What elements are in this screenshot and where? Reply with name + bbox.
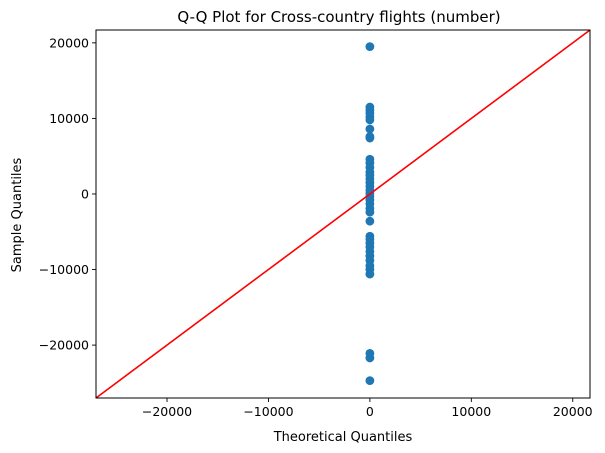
- y-tick-label: 0: [81, 186, 89, 201]
- chart-title: Q-Q Plot for Cross-country flights (numb…: [177, 8, 500, 26]
- plot-frame: [95, 29, 591, 399]
- data-point: [365, 124, 375, 134]
- data-point: [365, 115, 375, 125]
- y-tick-label: 20000: [49, 35, 89, 50]
- data-point: [365, 376, 375, 386]
- x-tick-label: −10000: [243, 404, 293, 419]
- reference-line: [95, 29, 591, 399]
- y-axis-ticks: −20000 −10000 0 10000 20000: [39, 35, 96, 353]
- y-axis-label: Sample Quantiles: [10, 157, 25, 272]
- data-point: [365, 133, 375, 143]
- x-tick-label: 10000: [451, 404, 491, 419]
- x-tick-label: 0: [366, 404, 374, 419]
- x-tick-label: −20000: [142, 404, 192, 419]
- x-axis-ticks: −20000 −10000 0 10000 20000: [142, 398, 593, 419]
- data-point: [365, 207, 375, 217]
- y-tick-label: −10000: [39, 262, 89, 277]
- y-tick-label: 10000: [49, 111, 89, 126]
- data-point: [365, 42, 375, 52]
- x-axis-label: Theoretical Quantiles: [273, 430, 413, 445]
- data-point: [365, 353, 375, 363]
- data-point: [365, 216, 375, 226]
- x-tick-label: 20000: [553, 404, 593, 419]
- y-tick-label: −20000: [39, 338, 89, 353]
- data-point: [365, 269, 375, 279]
- data-points: [365, 42, 375, 386]
- plot-area: [95, 29, 591, 399]
